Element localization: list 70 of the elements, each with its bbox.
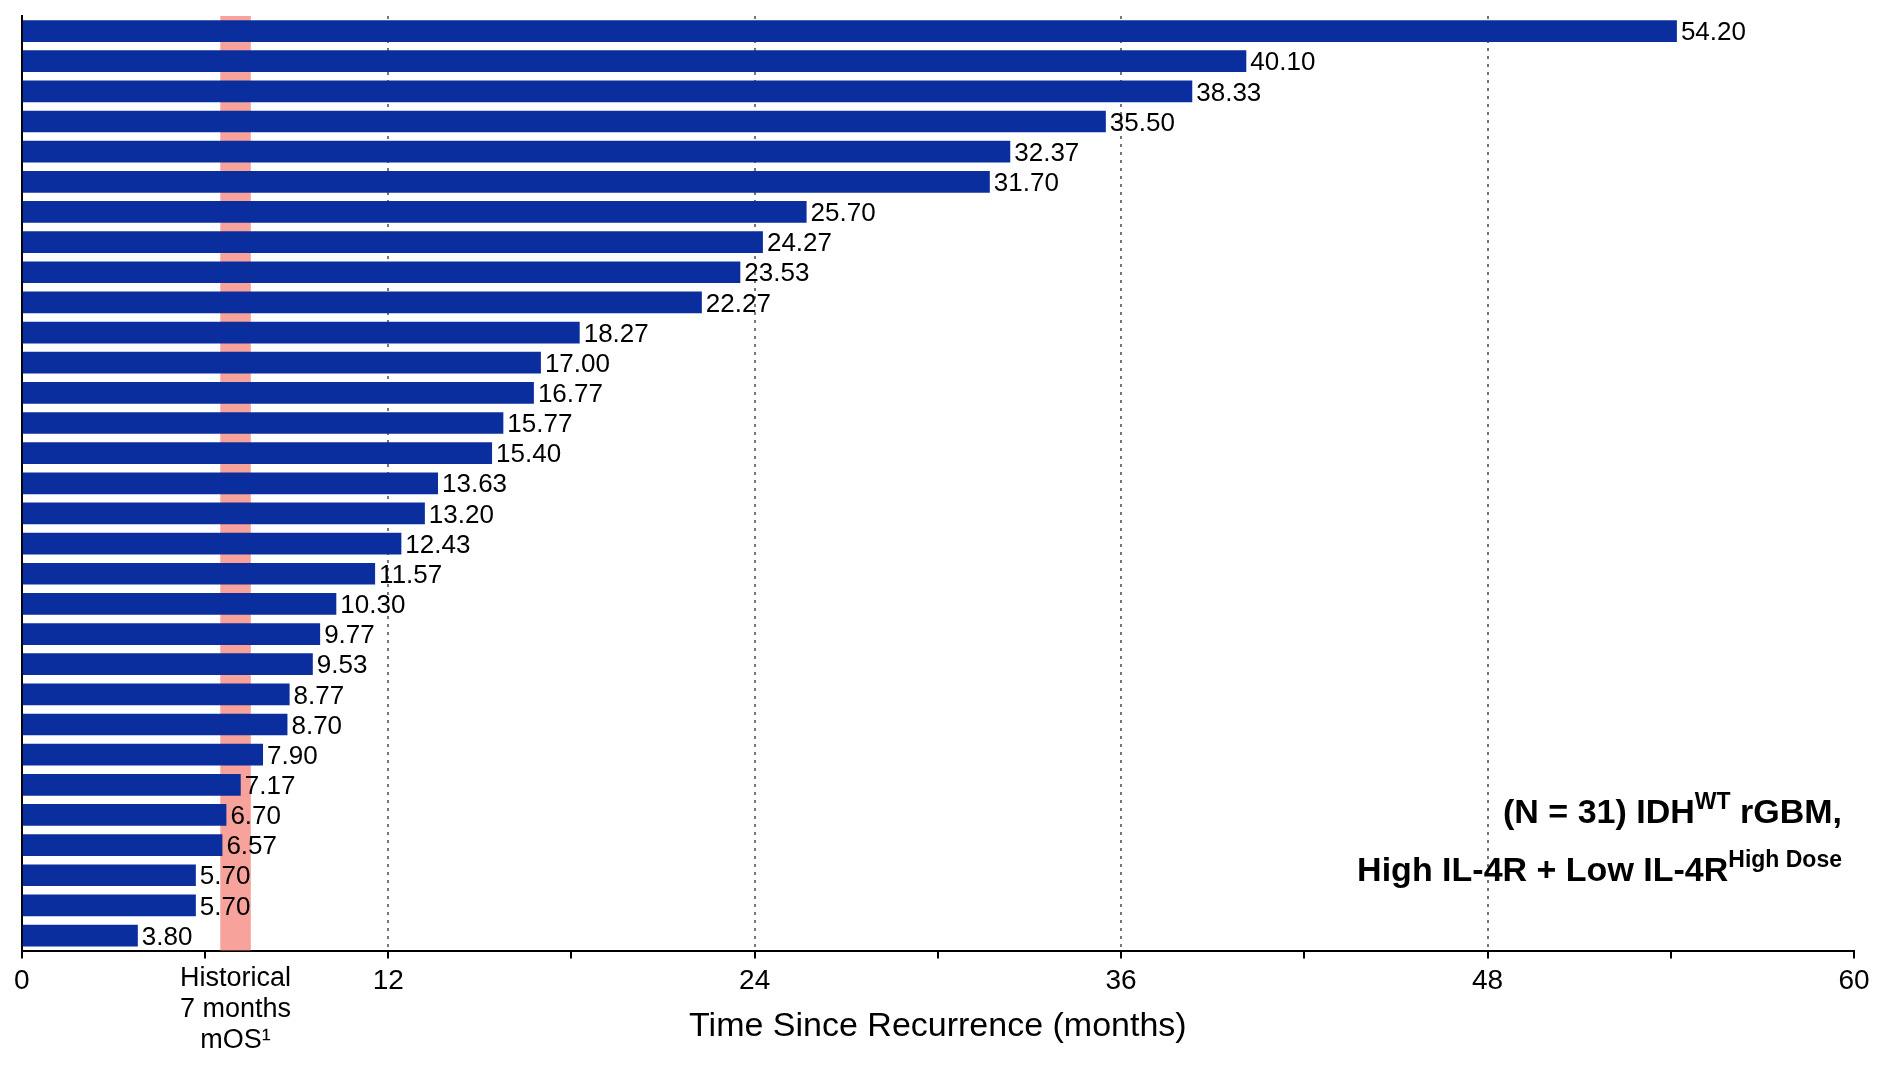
bar [22,593,337,615]
bar [22,502,425,525]
data-label: 54.20 [1680,16,1746,47]
bar [22,894,196,917]
data-label: 32.37 [1014,136,1080,167]
bar [22,50,1247,73]
x-tick-label: 24 [739,964,771,996]
data-label: 7.17 [244,769,296,800]
bar [22,653,313,676]
data-label: 5.70 [199,860,251,891]
bar [22,261,741,284]
x-tick-label: 36 [1105,964,1137,996]
data-label: 7.90 [267,739,318,770]
bar [22,201,807,223]
data-label: 3.80 [141,920,193,951]
data-label: 10.30 [340,589,406,620]
data-label: 6.70 [230,800,281,831]
data-label: 22.27 [705,287,771,318]
bar [22,472,438,495]
bar [22,804,227,826]
data-label: 18.27 [583,317,649,348]
bar [22,743,264,766]
x-tick-label: 0 [14,964,30,996]
bar [22,834,223,856]
data-label: 17.00 [544,347,610,378]
bar [22,110,1106,133]
data-label: 15.77 [507,408,573,439]
data-label: 23.53 [744,257,810,288]
x-tick-label: 12 [372,964,404,996]
bar [22,80,1193,103]
data-label: 9.53 [316,649,368,680]
band-label: Historical 7 months mOS¹ [180,961,292,1054]
data-label: 8.77 [293,679,345,710]
bar [22,20,1677,42]
bar [22,773,241,796]
bar [22,412,504,434]
bar [22,683,290,706]
bar [22,864,196,887]
data-label: 16.77 [537,378,603,409]
bar [22,231,763,253]
data-label: 13.63 [442,468,508,499]
data-label: 31.70 [993,166,1059,197]
data-label: 5.70 [199,890,251,921]
data-label: 15.40 [496,438,562,469]
data-label: 11.57 [379,558,443,589]
bar [22,351,541,374]
bar [22,382,534,404]
bar [22,140,1011,163]
data-label: 9.77 [324,619,375,650]
data-label: 25.70 [810,197,876,228]
bar [22,170,990,193]
data-label: 40.10 [1250,46,1316,77]
data-label: 12.43 [405,528,471,559]
x-tick-label: 48 [1471,964,1504,996]
bar [22,291,702,314]
bar [22,623,321,645]
x-axis-title: Time Since Recurrence (months) [689,1004,1187,1043]
bar [22,924,138,947]
data-label: 6.57 [226,830,278,861]
data-label: 13.20 [428,498,494,529]
bar [22,713,288,736]
data-label: 8.70 [291,709,343,740]
x-tick-label: 60 [1838,964,1870,996]
data-label: 24.27 [766,227,832,258]
bar [22,532,402,555]
bar [22,562,376,585]
bar [22,321,580,344]
data-label: 38.33 [1196,76,1262,107]
data-label: 35.50 [1109,106,1175,137]
bar [22,442,493,465]
